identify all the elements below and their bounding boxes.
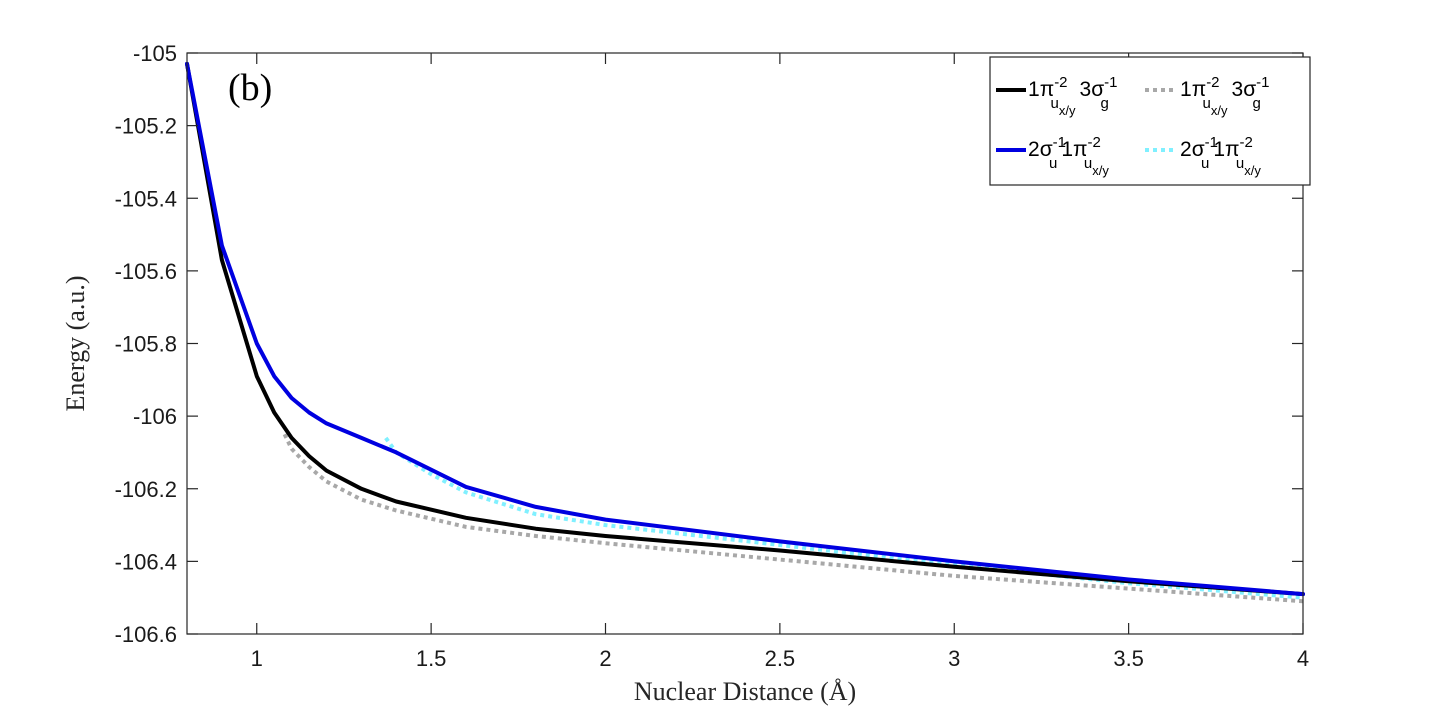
legend-entry-label-1: 1π-2 ux/y3σ-1 g (1028, 74, 1118, 118)
x-tick-label: 2.5 (765, 646, 796, 671)
y-tick-label: -105.2 (115, 114, 177, 139)
x-tick-label: 1 (251, 646, 263, 671)
y-axis-title: Energy (a.u.) (61, 276, 90, 412)
y-tick-label: -106.6 (115, 622, 177, 647)
legend-entry-label-4: 2σ-1 u1π-2 ux/y (1180, 134, 1261, 178)
y-tick-label: -106.2 (115, 477, 177, 502)
y-tick-label: -105 (133, 41, 177, 66)
y-tick-label: -106.4 (115, 549, 177, 574)
legend: 1π-2 ux/y3σ-1 g 1π-2 ux/y3σ-1 g 2σ-1 u1π-2 ux/y 2… (989, 56, 1311, 186)
series-line-4 (384, 436, 1304, 600)
y-tick-label: -105.6 (115, 259, 177, 284)
panel-label: (b) (228, 67, 272, 109)
y-tick-label: -105.8 (115, 332, 177, 357)
ticks-layer: 1 1.5 2 2.5 3 3.5 4 -105 -105.2 -105.4 -105.6 -105.… (115, 41, 1310, 671)
series-line-1 (185, 61, 1305, 597)
x-tick-label: 4 (1297, 646, 1309, 671)
x-tick-label: 2 (599, 646, 611, 671)
x-tick-label: 3 (948, 646, 960, 671)
legend-box (989, 56, 1311, 186)
legend-entry-label-2: 1π-2 ux/y3σ-1 g (1180, 74, 1270, 118)
series-layer (185, 61, 1305, 604)
series-line-2 (282, 433, 1304, 604)
legend-entry-label-3: 2σ-1 u1π-2 ux/y (1028, 134, 1109, 178)
x-tick-label: 1.5 (416, 646, 447, 671)
y-tick-label: -105.4 (115, 186, 177, 211)
series-line-3 (185, 61, 1305, 597)
y-tick-label: -106 (133, 404, 177, 429)
x-axis-title: Nuclear Distance (Å) (634, 677, 856, 706)
x-tick-label: 3.5 (1113, 646, 1144, 671)
